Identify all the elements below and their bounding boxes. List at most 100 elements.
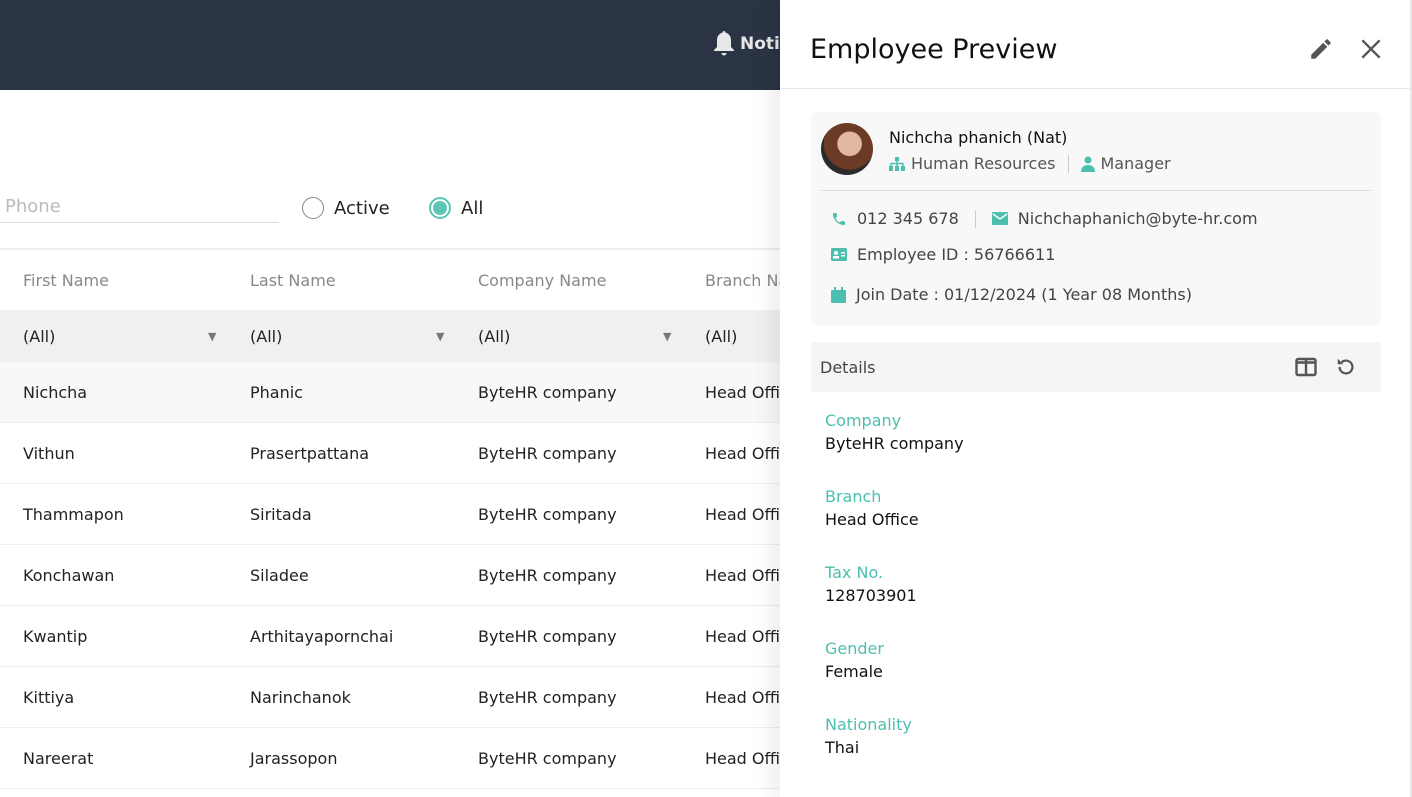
field-label: Gender — [825, 639, 884, 658]
phone-input[interactable]: Phone — [0, 196, 279, 223]
field-value: Head Office — [825, 510, 919, 529]
table-cell: ByteHR company — [478, 687, 617, 707]
close-icon[interactable] — [1358, 36, 1384, 62]
table-row[interactable]: Nareerat Jarassopon ByteHR company Head Off… — [0, 728, 780, 789]
user-icon — [1080, 156, 1095, 172]
table-row[interactable]: Kwantip Arthitayapornchai ByteHR company He… — [0, 606, 780, 667]
table-cell: Phanic — [250, 382, 303, 402]
table-cell: Nareerat — [23, 748, 94, 768]
avatar — [821, 123, 873, 175]
table-cell: Konchawan — [23, 565, 115, 585]
field-label: Nationality — [825, 715, 912, 734]
table-cell: ByteHR company — [478, 626, 617, 646]
calendar-icon — [831, 286, 846, 303]
divider — [0, 248, 780, 250]
table-cell: ByteHR company — [478, 443, 617, 463]
caret-down-icon[interactable]: ▼ — [663, 329, 672, 343]
table-cell: Vithun — [23, 443, 75, 463]
divider — [821, 190, 1371, 191]
column-header[interactable]: Branch Na — [705, 270, 789, 290]
table-cell: Arthitayapornchai — [250, 626, 394, 646]
table-cell: Nichcha — [23, 382, 88, 402]
notifications-label: Noti — [740, 34, 780, 54]
phone-icon — [831, 211, 847, 227]
radio-all[interactable]: All — [429, 197, 483, 219]
field-value: Female — [825, 662, 883, 681]
radio-circle[interactable] — [302, 197, 324, 219]
details-bar: Details — [811, 342, 1381, 392]
org-chart-icon — [889, 156, 905, 171]
details-label: Details — [820, 357, 876, 377]
table-cell: Kwantip — [23, 626, 88, 646]
reset-icon[interactable] — [1335, 356, 1357, 378]
radio-active[interactable]: Active — [302, 197, 390, 219]
column-header[interactable]: First Name — [23, 270, 109, 290]
join-date: Join Date : 01/12/2024 (1 Year 08 Months… — [856, 285, 1192, 304]
column-filter-dropdown[interactable]: (All) — [23, 326, 56, 346]
notifications-button[interactable]: Noti — [712, 30, 780, 58]
radio-label: Active — [334, 197, 390, 219]
table-row[interactable]: Nichcha Phanic ByteHR company Head Offi — [0, 362, 780, 423]
department: Human Resources — [911, 154, 1056, 173]
detail-field: Tax No. 128703901 — [825, 563, 917, 605]
filter-row: (All) ▼ (All) ▼ (All) ▼ (All) — [0, 310, 780, 362]
divider — [1067, 154, 1069, 173]
column-header[interactable]: Last Name — [250, 270, 336, 290]
employee-preview-panel: Employee Preview Nichcha phanich (Nat) H… — [780, 0, 1412, 797]
table-cell: Head Offi — [705, 443, 780, 463]
email[interactable]: Nichchaphanich@byte-hr.com — [1017, 209, 1258, 228]
employee-id: Employee ID : 56766611 — [857, 245, 1056, 264]
position: Manager — [1100, 154, 1171, 173]
caret-down-icon[interactable]: ▼ — [208, 329, 217, 343]
table-cell: Head Offi — [705, 504, 780, 524]
profile-card: Nichcha phanich (Nat) Human Resources Ma… — [811, 112, 1381, 326]
table-header: First Name Last Name Company Name Branch… — [0, 250, 788, 310]
table-cell: ByteHR company — [478, 504, 617, 524]
field-label: Branch — [825, 487, 882, 506]
table-cell: Narinchanok — [250, 687, 351, 707]
radio-circle-selected[interactable] — [429, 197, 451, 219]
table-row[interactable]: Kittiya Narinchanok ByteHR company Head Off… — [0, 667, 780, 728]
field-value: 128703901 — [825, 586, 917, 605]
detail-field: Company ByteHR company — [825, 411, 964, 453]
field-value: ByteHR company — [825, 434, 964, 453]
table-cell: Head Offi — [705, 687, 780, 707]
detail-field: Nationality Thai — [825, 715, 912, 757]
column-header[interactable]: Company Name — [478, 270, 607, 290]
column-filter-dropdown[interactable]: (All) — [705, 326, 738, 346]
table-row[interactable]: Konchawan Siladee ByteHR company Head Offi — [0, 545, 780, 606]
table-cell: ByteHR company — [478, 565, 617, 585]
table-cell: Siladee — [250, 565, 309, 585]
table-cell: Prasertpattana — [250, 443, 370, 463]
table-cell: Kittiya — [23, 687, 75, 707]
employee-name: Nichcha phanich (Nat) — [889, 128, 1068, 147]
table-cell: Head Offi — [705, 626, 780, 646]
edit-icon[interactable] — [1308, 36, 1334, 62]
table-cell: Head Offi — [705, 382, 780, 402]
column-filter-dropdown[interactable]: (All) — [250, 326, 283, 346]
panel-title: Employee Preview — [810, 34, 1058, 65]
table-cell: Head Offi — [705, 565, 780, 585]
caret-down-icon[interactable]: ▼ — [436, 329, 445, 343]
table-row[interactable]: Vithun Prasertpattana ByteHR company Head O… — [0, 423, 780, 484]
bell-icon — [712, 30, 736, 58]
phone-number[interactable]: 012 345 678 — [857, 209, 959, 228]
column-filter-dropdown[interactable]: (All) — [478, 326, 511, 346]
table-cell: ByteHR company — [478, 748, 617, 768]
table-cell: Head Offi — [705, 748, 780, 768]
table-cell: ByteHR company — [478, 382, 617, 402]
table-cell: Jarassopon — [250, 748, 338, 768]
panel-header: Employee Preview — [780, 0, 1410, 89]
divider — [974, 209, 976, 228]
field-value: Thai — [825, 738, 860, 757]
table-cell: Siritada — [250, 504, 312, 524]
table-cell: Thammapon — [23, 504, 124, 524]
table-row[interactable]: Thammapon Siritada ByteHR company Head Offi — [0, 484, 780, 545]
id-card-icon — [831, 248, 847, 261]
field-label: Tax No. — [825, 563, 884, 582]
field-label: Company — [825, 411, 902, 430]
radio-label: All — [461, 197, 484, 219]
columns-icon[interactable] — [1295, 357, 1317, 377]
detail-field: Branch Head Office — [825, 487, 919, 529]
mail-icon — [991, 212, 1008, 225]
